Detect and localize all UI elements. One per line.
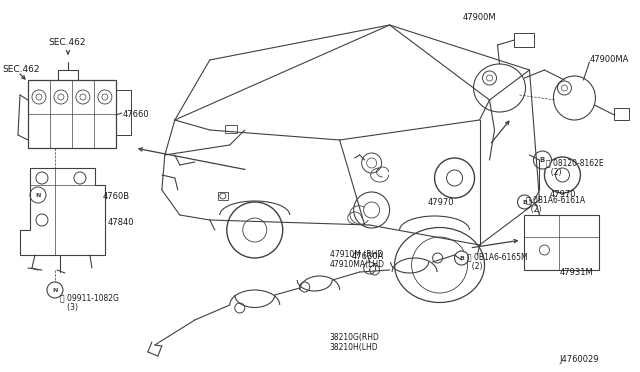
Text: B: B — [459, 256, 464, 260]
Text: 47910M (RHD
47910MA(LHD: 47910M (RHD 47910MA(LHD — [330, 250, 385, 269]
Text: 47931M: 47931M — [559, 268, 593, 277]
Circle shape — [534, 151, 552, 169]
Text: 38210G(RHD
38210H(LHD: 38210G(RHD 38210H(LHD — [330, 333, 380, 352]
Text: 47900MA: 47900MA — [589, 55, 628, 64]
Bar — [525, 215, 600, 270]
Text: 47900M: 47900M — [463, 13, 496, 22]
Text: B: B — [522, 199, 527, 205]
Text: SEC.462: SEC.462 — [2, 65, 40, 74]
Text: 47970: 47970 — [428, 198, 454, 207]
Text: J4760029: J4760029 — [559, 355, 599, 364]
Bar — [28, 80, 116, 148]
Text: N: N — [52, 288, 58, 292]
Text: 47840: 47840 — [108, 218, 134, 227]
Text: 47660: 47660 — [123, 110, 150, 119]
Circle shape — [518, 195, 531, 209]
Bar — [218, 192, 228, 200]
Text: 47970: 47970 — [550, 190, 576, 199]
Text: N: N — [35, 192, 41, 198]
Text: Ⓑ 0B1A6-6161A
  (2): Ⓑ 0B1A6-6161A (2) — [527, 195, 586, 214]
Text: ⓝ 09911-1082G
   (3): ⓝ 09911-1082G (3) — [60, 293, 119, 312]
Bar — [116, 90, 131, 135]
Text: 4760B: 4760B — [103, 192, 130, 201]
Bar — [515, 33, 534, 47]
Text: SEC.462: SEC.462 — [48, 38, 86, 47]
Bar — [225, 125, 237, 133]
Text: Ⓑ 0B1A6-6165M
  (2): Ⓑ 0B1A6-6165M (2) — [467, 252, 527, 272]
Circle shape — [454, 251, 468, 265]
Text: B: B — [540, 157, 545, 163]
Bar — [614, 108, 629, 120]
Text: 47630A: 47630A — [351, 252, 384, 261]
Text: Ⓑ 08120-8162E
  (2): Ⓑ 08120-8162E (2) — [547, 158, 604, 177]
